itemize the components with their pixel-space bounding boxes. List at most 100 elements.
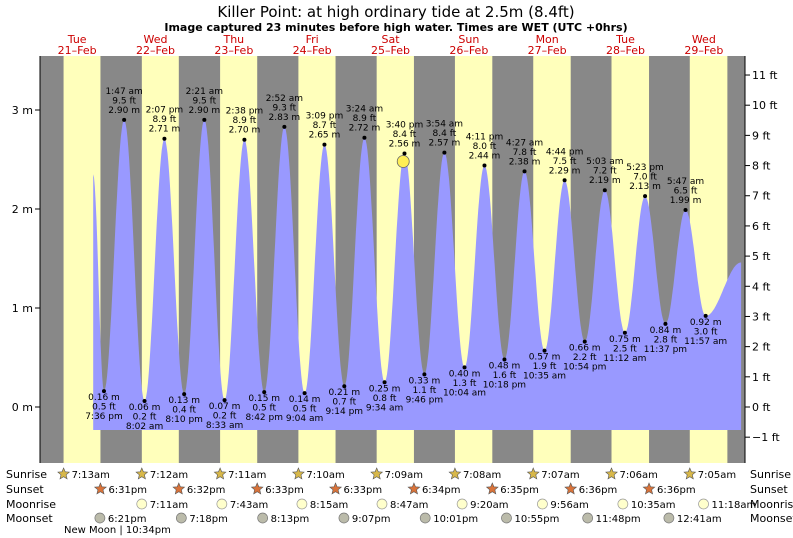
sunset-time: 6:32pm — [187, 485, 226, 496]
sunset-icon — [93, 482, 107, 495]
moonset-icon — [257, 512, 269, 524]
high-tide-m-label: 2.29 m — [549, 166, 581, 176]
sunrise-time: 7:10am — [306, 470, 344, 481]
low-tide-m-label: 0.15 m — [248, 394, 280, 404]
moonset-row-label-left: Moonset — [6, 512, 53, 525]
low-tide-m-label: 0.21 m — [328, 388, 360, 398]
day-name-label: Tue — [615, 33, 635, 46]
moonset-time: 9:07pm — [352, 514, 391, 525]
sunset-row-label-left: Sunset — [6, 483, 44, 496]
sunset-icon — [250, 482, 264, 495]
low-tide-ft-label: 0.2 ft — [133, 413, 157, 423]
right-tick-label: 3 ft — [752, 310, 771, 323]
low-tide-ft-label: 0.5 ft — [293, 405, 317, 415]
sunrise-time: 7:05am — [698, 470, 736, 481]
moonset-time: 6:21pm — [108, 514, 147, 525]
high-tide-m-label: 2.56 m — [389, 140, 421, 150]
right-tick-label: 5 ft — [752, 250, 771, 263]
sunrise-time: 7:13am — [72, 470, 110, 481]
moonset-time: 12:41am — [677, 514, 722, 525]
low-tide-ft-label: 1.9 ft — [533, 362, 557, 372]
sunset-icon — [172, 482, 186, 495]
high-tide-point — [162, 136, 167, 141]
high-tide-point — [122, 117, 127, 122]
high-tide-m-label: 2.71 m — [149, 125, 181, 135]
sunrise-icon — [135, 467, 149, 480]
moonrise-icon — [376, 498, 388, 510]
low-tide-point — [302, 391, 307, 396]
moonset-icon — [501, 512, 512, 524]
high-tide-time-label: 5:23 pm — [626, 163, 664, 173]
day-date-label: 22–Feb — [136, 44, 175, 57]
high-tide-m-label: 2.57 m — [429, 139, 461, 149]
low-tide-m-label: 0.84 m — [650, 326, 682, 336]
sunrise-icon — [448, 467, 462, 480]
high-tide-ft-label: 9.5 ft — [112, 96, 136, 106]
plot-frame — [39, 56, 746, 463]
low-tide-time-label: 8:10 pm — [165, 415, 203, 425]
low-tide-ft-label: 1.1 ft — [413, 386, 437, 396]
day-name-label: Wed — [692, 33, 716, 46]
high-tide-point — [362, 135, 367, 140]
high-tide-ft-label: 9.5 ft — [192, 96, 216, 106]
moonrise-icon — [296, 498, 308, 510]
right-tick-label: 7 ft — [752, 190, 771, 203]
high-tide-ft-label: 8.9 ft — [353, 114, 377, 124]
moonset-row-label-right: Moonset — [750, 512, 793, 525]
moonset-time: 11:48pm — [596, 514, 641, 525]
low-tide-time-label: 10:54 pm — [563, 363, 606, 373]
high-tide-time-label: 2:07 pm — [146, 106, 184, 116]
sunrise-icon — [683, 467, 697, 480]
low-tide-time-label: 10:04 am — [443, 388, 486, 398]
low-tide-ft-label: 0.5 ft — [92, 403, 116, 413]
moonset-icon — [582, 512, 594, 524]
low-tide-point — [222, 398, 227, 403]
sunset-icon — [329, 482, 343, 495]
day-name-label: Sun — [458, 33, 479, 46]
low-tide-ft-label: 0.5 ft — [252, 404, 276, 414]
moonset-time: 10:01pm — [433, 514, 478, 525]
low-tide-m-label: 0.25 m — [369, 384, 401, 394]
low-tide-time-label: 9:04 am — [286, 414, 323, 424]
sunrise-icon — [57, 467, 71, 480]
low-tide-m-label: 0.48 m — [489, 361, 521, 371]
high-tide-m-label: 1.99 m — [670, 196, 702, 206]
low-tide-ft-label: 2.5 ft — [613, 344, 637, 354]
high-tide-ft-label: 7.2 ft — [593, 167, 617, 177]
high-tide-m-label: 2.72 m — [349, 124, 381, 134]
high-tide-ft-label: 8.4 ft — [393, 130, 417, 140]
high-tide-ft-label: 8.7 ft — [313, 121, 337, 131]
high-tide-m-label: 2.13 m — [629, 182, 661, 192]
right-tick-label: −1 ft — [752, 431, 780, 444]
low-tide-time-label: 8:42 pm — [245, 413, 283, 423]
sunrise-time: 7:12am — [150, 470, 188, 481]
low-tide-ft-label: 0.7 ft — [332, 398, 356, 408]
sunset-row-label-right: Sunset — [750, 483, 788, 496]
sunset-icon — [485, 482, 499, 495]
current-tide-marker — [396, 155, 410, 168]
low-tide-time-label: 8:33 am — [206, 421, 243, 431]
low-tide-m-label: 0.13 m — [168, 396, 200, 406]
low-tide-m-label: 0.06 m — [129, 403, 161, 413]
low-tide-m-label: 0.16 m — [88, 393, 120, 403]
high-tide-m-label: 2.90 m — [189, 106, 221, 116]
sunset-time: 6:33pm — [344, 485, 383, 496]
day-name-label: Wed — [144, 33, 168, 46]
day-date-label: 26–Feb — [449, 44, 488, 57]
high-tide-ft-label: 8.0 ft — [473, 142, 497, 152]
high-tide-point — [602, 188, 607, 193]
day-name-label: Sat — [381, 33, 400, 46]
moonrise-time: 7:43am — [230, 500, 268, 511]
low-tide-time-label: 11:37 pm — [644, 345, 687, 355]
moonrise-row-label-left: Moonrise — [6, 498, 56, 511]
left-tick-label: 2 m — [12, 203, 33, 216]
low-tide-m-label: 0.75 m — [609, 335, 641, 345]
low-tide-time-label: 10:35 am — [523, 372, 566, 382]
left-tick-label: 3 m — [12, 104, 33, 117]
moonset-icon — [419, 512, 431, 524]
high-tide-time-label: 5:03 am — [586, 157, 623, 167]
right-tick-label: 11 ft — [752, 69, 778, 82]
day-name-label: Thu — [222, 33, 244, 46]
right-tick-label: 8 ft — [752, 160, 771, 173]
sunrise-time: 7:07am — [541, 470, 579, 481]
